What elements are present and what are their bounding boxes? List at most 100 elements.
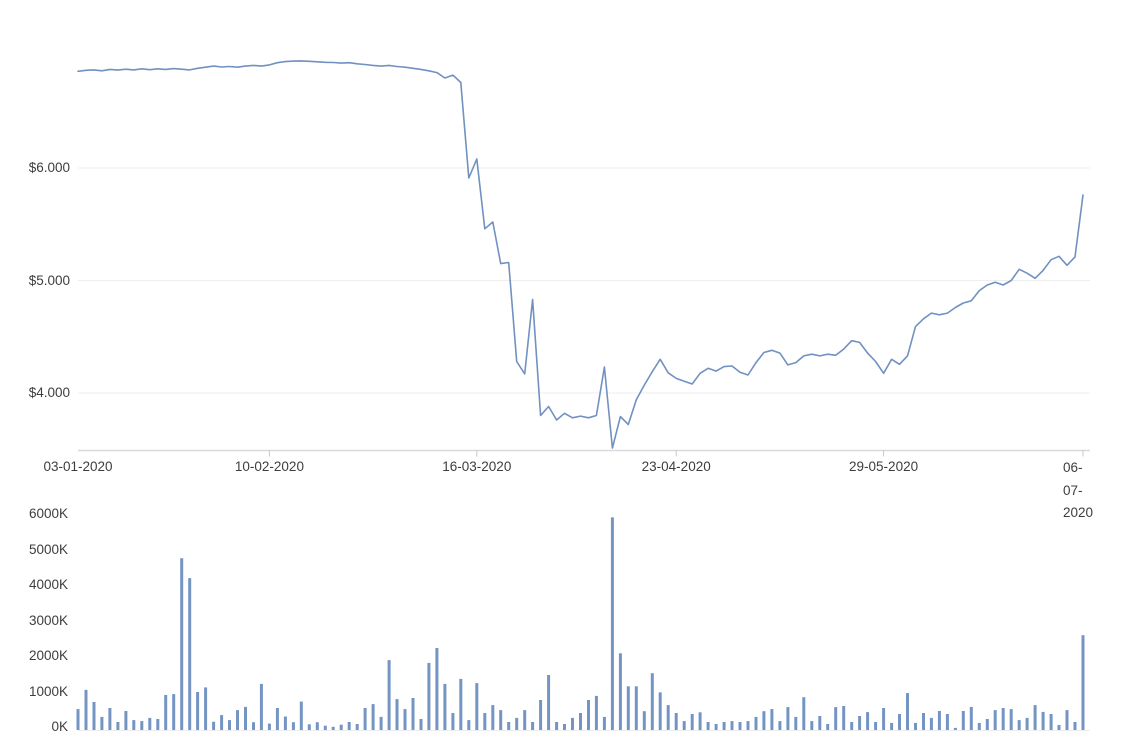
volume-bar — [220, 715, 224, 730]
volume-bar — [108, 708, 112, 730]
volume-bar — [451, 713, 455, 730]
volume-bar — [164, 695, 168, 730]
volume-bar — [76, 709, 80, 730]
date-axis-tick-label: 10-02-2020 — [234, 459, 304, 474]
volume-axis-tick-label: 5000K — [28, 541, 68, 557]
volume-bar — [850, 722, 854, 730]
volume-bar — [443, 683, 447, 730]
volume-bar — [762, 711, 766, 730]
volume-bar — [515, 717, 519, 730]
volume-bar — [475, 683, 479, 730]
date-axis-tick-label: 06-07-2020 — [1063, 460, 1094, 520]
volume-bar — [937, 711, 941, 730]
volume-bar — [906, 693, 909, 730]
volume-bar — [977, 722, 981, 730]
volume-bar — [180, 558, 184, 730]
volume-bar — [826, 724, 830, 730]
volume-bar — [858, 716, 862, 730]
volume-bar — [778, 721, 782, 730]
volume-bar — [594, 695, 598, 730]
volume-bar — [355, 724, 359, 730]
volume-bar — [842, 706, 846, 730]
volume-bar — [666, 705, 670, 730]
volume-bar — [148, 717, 152, 730]
volume-bar — [914, 722, 917, 730]
volume-bar — [523, 710, 527, 730]
volume-bar — [730, 721, 734, 730]
volume-bar — [587, 700, 590, 730]
volume-bar — [299, 701, 303, 730]
volume-bar — [323, 725, 327, 730]
volume-bar — [674, 713, 678, 730]
volume-bar — [690, 714, 694, 730]
volume-bar — [794, 716, 798, 730]
volume-axis-tick-label: 0K — [51, 719, 68, 734]
volume-bar — [483, 713, 487, 730]
volume-bar — [571, 717, 574, 730]
volume-bar — [961, 711, 965, 730]
volume-bar — [459, 678, 463, 730]
volume-bar — [204, 687, 208, 730]
volume-bar — [419, 719, 423, 730]
volume-bar — [531, 722, 535, 730]
volume-bar — [116, 722, 120, 730]
volume-bar — [140, 721, 144, 730]
volume-bar — [331, 726, 335, 730]
price-axis-tick-label: $5.000 — [28, 272, 70, 288]
volume-bar — [993, 710, 997, 730]
volume-bar — [539, 700, 543, 730]
volume-bar — [435, 648, 439, 730]
volume-axis-tick-label: 1000K — [28, 683, 68, 699]
volume-bar — [132, 720, 136, 730]
volume-bar — [945, 714, 949, 730]
volume-axis-tick-label: 6000K — [28, 506, 68, 521]
volume-bar — [634, 686, 638, 730]
volume-bar — [658, 692, 662, 730]
volume-bar — [563, 724, 566, 730]
volume-bar — [1009, 709, 1013, 730]
price-axis-tick-label: $4.000 — [28, 385, 70, 400]
volume-bar — [610, 517, 614, 730]
volume-bar — [172, 694, 176, 730]
volume-bar — [882, 708, 886, 730]
volume-bar — [315, 722, 319, 730]
volume-bar — [866, 712, 870, 730]
volume-bar — [491, 705, 495, 730]
date-axis-tick-label: 29-05-2020 — [849, 459, 919, 474]
volume-bar — [922, 713, 925, 730]
date-axis-tick-label: 16-03-2020 — [442, 459, 512, 474]
volume-bar — [579, 713, 582, 730]
volume-bar — [555, 722, 559, 730]
volume-bar — [371, 704, 375, 730]
volume-bar — [1001, 708, 1005, 730]
volume-bar — [770, 709, 774, 730]
volume-bar — [890, 722, 894, 730]
volume-bar — [754, 716, 758, 730]
volume-bar — [84, 689, 88, 730]
volume-bar — [427, 662, 431, 730]
volume-bar — [682, 721, 686, 730]
volume-bar — [236, 710, 239, 730]
volume-bar — [188, 578, 192, 730]
volume-bar — [403, 709, 407, 730]
volume-bar — [307, 724, 311, 730]
volume-bar — [411, 698, 415, 730]
volume-bar — [267, 723, 271, 730]
volume-bar — [156, 719, 160, 730]
volume-bar — [379, 716, 383, 730]
volume-bar — [746, 721, 750, 730]
volume-bar — [339, 724, 343, 730]
volume-bar — [953, 727, 957, 730]
volume-bar — [969, 706, 973, 730]
volume-bar — [786, 707, 790, 730]
volume-bar — [252, 722, 255, 730]
volume-bar — [1081, 635, 1085, 730]
volume-bar — [259, 683, 263, 730]
volume-bar — [738, 722, 742, 730]
volume-bar — [363, 708, 367, 730]
volume-bar — [650, 673, 654, 730]
volume-bar — [212, 721, 216, 730]
volume-bar — [1041, 711, 1045, 730]
